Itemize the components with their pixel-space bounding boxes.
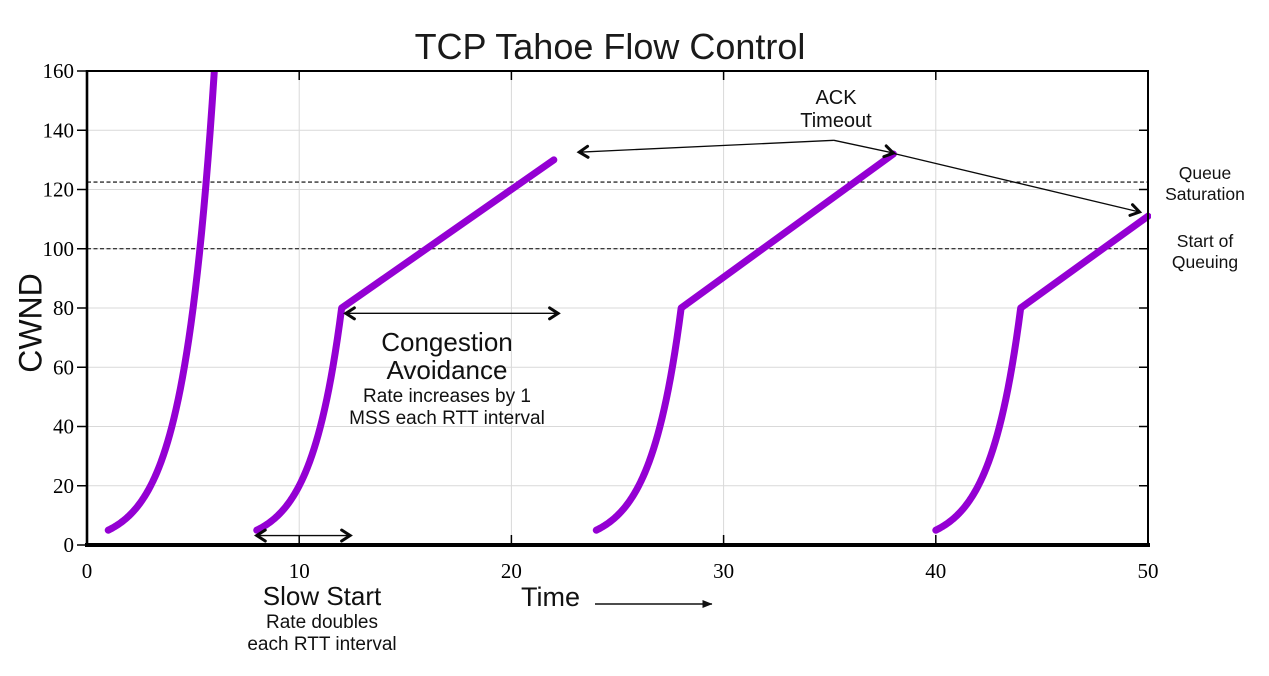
y-tick-label: 100 bbox=[43, 237, 75, 261]
ack-timeout-annotation: ACK Timeout bbox=[800, 87, 872, 132]
y-tick-label: 80 bbox=[53, 296, 74, 320]
cwnd-curves bbox=[104, 71, 1151, 534]
annotation-arrows bbox=[253, 139, 1143, 608]
x-tick-label: 30 bbox=[713, 559, 734, 583]
y-tick-label: 0 bbox=[64, 533, 75, 557]
x-tick-label: 10 bbox=[289, 559, 310, 583]
x-tick-label: 50 bbox=[1138, 559, 1159, 583]
congestion-avoidance-heading: Congestion Avoidance bbox=[381, 327, 513, 385]
ack-timeout-to-cycle-4 bbox=[894, 153, 1143, 217]
y-axis-title: CWND bbox=[12, 273, 49, 373]
chart-title: TCP Tahoe Flow Control bbox=[414, 26, 806, 67]
slow-start-heading: Slow Start bbox=[262, 581, 382, 611]
y-tick-label: 20 bbox=[53, 474, 74, 498]
tick-labels: 0 20 40 60 80 100 120 140 160 0 10 20 30 40 50 bbox=[43, 59, 1159, 583]
x-axis-title: Time bbox=[521, 582, 580, 612]
cycle-2 bbox=[253, 156, 558, 534]
x-tick-label: 0 bbox=[82, 559, 93, 583]
start-of-queuing-label: Start of Queuing bbox=[1171, 231, 1239, 272]
queue-saturation-label: Queue Saturation bbox=[1165, 163, 1245, 204]
cycle-3 bbox=[592, 150, 897, 534]
tick-marks bbox=[77, 70, 1148, 546]
y-tick-label: 140 bbox=[43, 118, 75, 142]
x-tick-label: 20 bbox=[501, 559, 522, 583]
congestion-avoidance-annotation: Congestion Avoidance Rate increases by 1… bbox=[327, 328, 567, 430]
cycle-4 bbox=[932, 212, 1151, 534]
y-tick-label: 60 bbox=[53, 355, 74, 379]
slow-start-annotation: Slow Start Rate doubles each RTT interva… bbox=[222, 582, 422, 656]
slow-start-subtext: Rate doubles each RTT interval bbox=[247, 612, 397, 655]
ack-timeout-to-cycle-3 bbox=[833, 139, 897, 159]
x-tick-label: 40 bbox=[925, 559, 946, 583]
congestion-avoidance-subtext: Rate increases by 1 MSS each RTT interva… bbox=[349, 386, 545, 429]
y-tick-label: 160 bbox=[43, 59, 75, 83]
slow-start-cycle-1 bbox=[104, 71, 218, 534]
y-tick-label: 120 bbox=[43, 178, 75, 202]
y-tick-label: 40 bbox=[53, 415, 74, 439]
ack-timeout-to-cycle-2 bbox=[576, 139, 834, 159]
reference-lines bbox=[87, 181, 1148, 250]
gridlines bbox=[87, 71, 1148, 545]
